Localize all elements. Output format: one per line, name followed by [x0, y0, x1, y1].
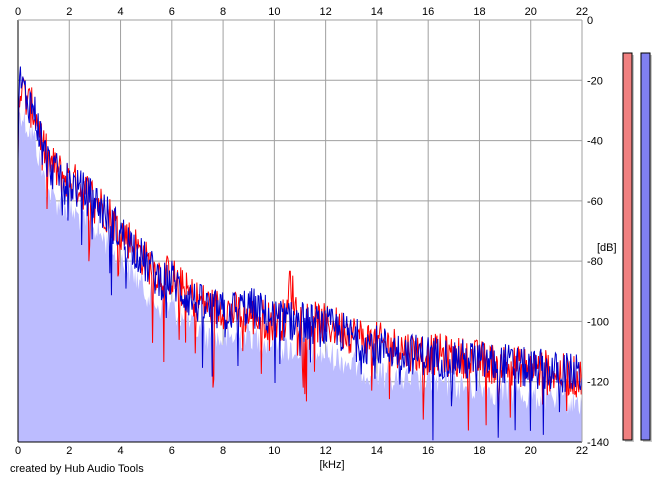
- x-tick-labels-top: 0 2 4 6 8 10 12 14 16 18 20 22: [15, 6, 588, 18]
- x-tick-label-bottom: 0: [15, 445, 21, 457]
- plot-frame: [17, 19, 583, 443]
- x-tick-label-bottom: 18: [473, 445, 485, 457]
- x-tick-label-top: 10: [268, 6, 280, 18]
- x-tick-label-bottom: 16: [422, 445, 434, 457]
- y-tick-label: -20: [587, 75, 603, 87]
- x-tick-label-bottom: 12: [320, 445, 332, 457]
- y-axis-label: [dB]: [597, 242, 617, 254]
- x-tick-label-bottom: 8: [220, 445, 226, 457]
- x-tick-label-top: 8: [220, 6, 226, 18]
- x-tick-label-top: 16: [422, 6, 434, 18]
- x-tick-label-top: 0: [15, 6, 21, 18]
- x-tick-label-bottom: 14: [371, 445, 383, 457]
- x-tick-label-bottom: 2: [66, 445, 72, 457]
- spectrum-fill: [18, 109, 582, 442]
- x-tick-label-top: 14: [371, 6, 383, 18]
- spectrum-lines: [17, 66, 583, 441]
- y-tick-label: -120: [587, 377, 609, 389]
- y-tick-label: -60: [587, 196, 603, 208]
- x-tick-label-bottom: 10: [268, 445, 280, 457]
- y-tick-label: 0: [587, 15, 593, 27]
- x-tick-label-top: 4: [117, 6, 123, 18]
- level-meter-bar: [622, 52, 633, 441]
- spectrum-fill-area: [18, 109, 582, 442]
- x-tick-label-bottom: 4: [117, 445, 123, 457]
- level-meters: [622, 52, 652, 442]
- y-tick-labels: 0 -20 -40 -60 -80 -100 -120 -140: [587, 15, 609, 449]
- y-tick-label: -100: [587, 316, 609, 328]
- credit-text: created by Hub Audio Tools: [10, 463, 144, 475]
- x-tick-label-top: 20: [525, 6, 537, 18]
- x-tick-label-bottom: 6: [169, 445, 175, 457]
- level-meter-bar: [640, 52, 651, 441]
- x-tick-label-top: 6: [169, 6, 175, 18]
- x-tick-label-top: 22: [576, 6, 588, 18]
- x-tick-label-top: 18: [473, 6, 485, 18]
- y-tick-label: -40: [587, 136, 603, 148]
- y-tick-label: -140: [587, 437, 609, 449]
- x-tick-label-bottom: 22: [576, 445, 588, 457]
- series-line-2: [17, 66, 583, 441]
- x-tick-label-bottom: 20: [525, 445, 537, 457]
- y-tick-label: -80: [587, 256, 603, 268]
- x-tick-label-top: 2: [66, 6, 72, 18]
- x-tick-labels-bottom: 0 2 4 6 8 10 12 14 16 18 20 22: [15, 445, 588, 457]
- x-tick-label-top: 12: [320, 6, 332, 18]
- x-axis-label: [kHz]: [319, 459, 344, 471]
